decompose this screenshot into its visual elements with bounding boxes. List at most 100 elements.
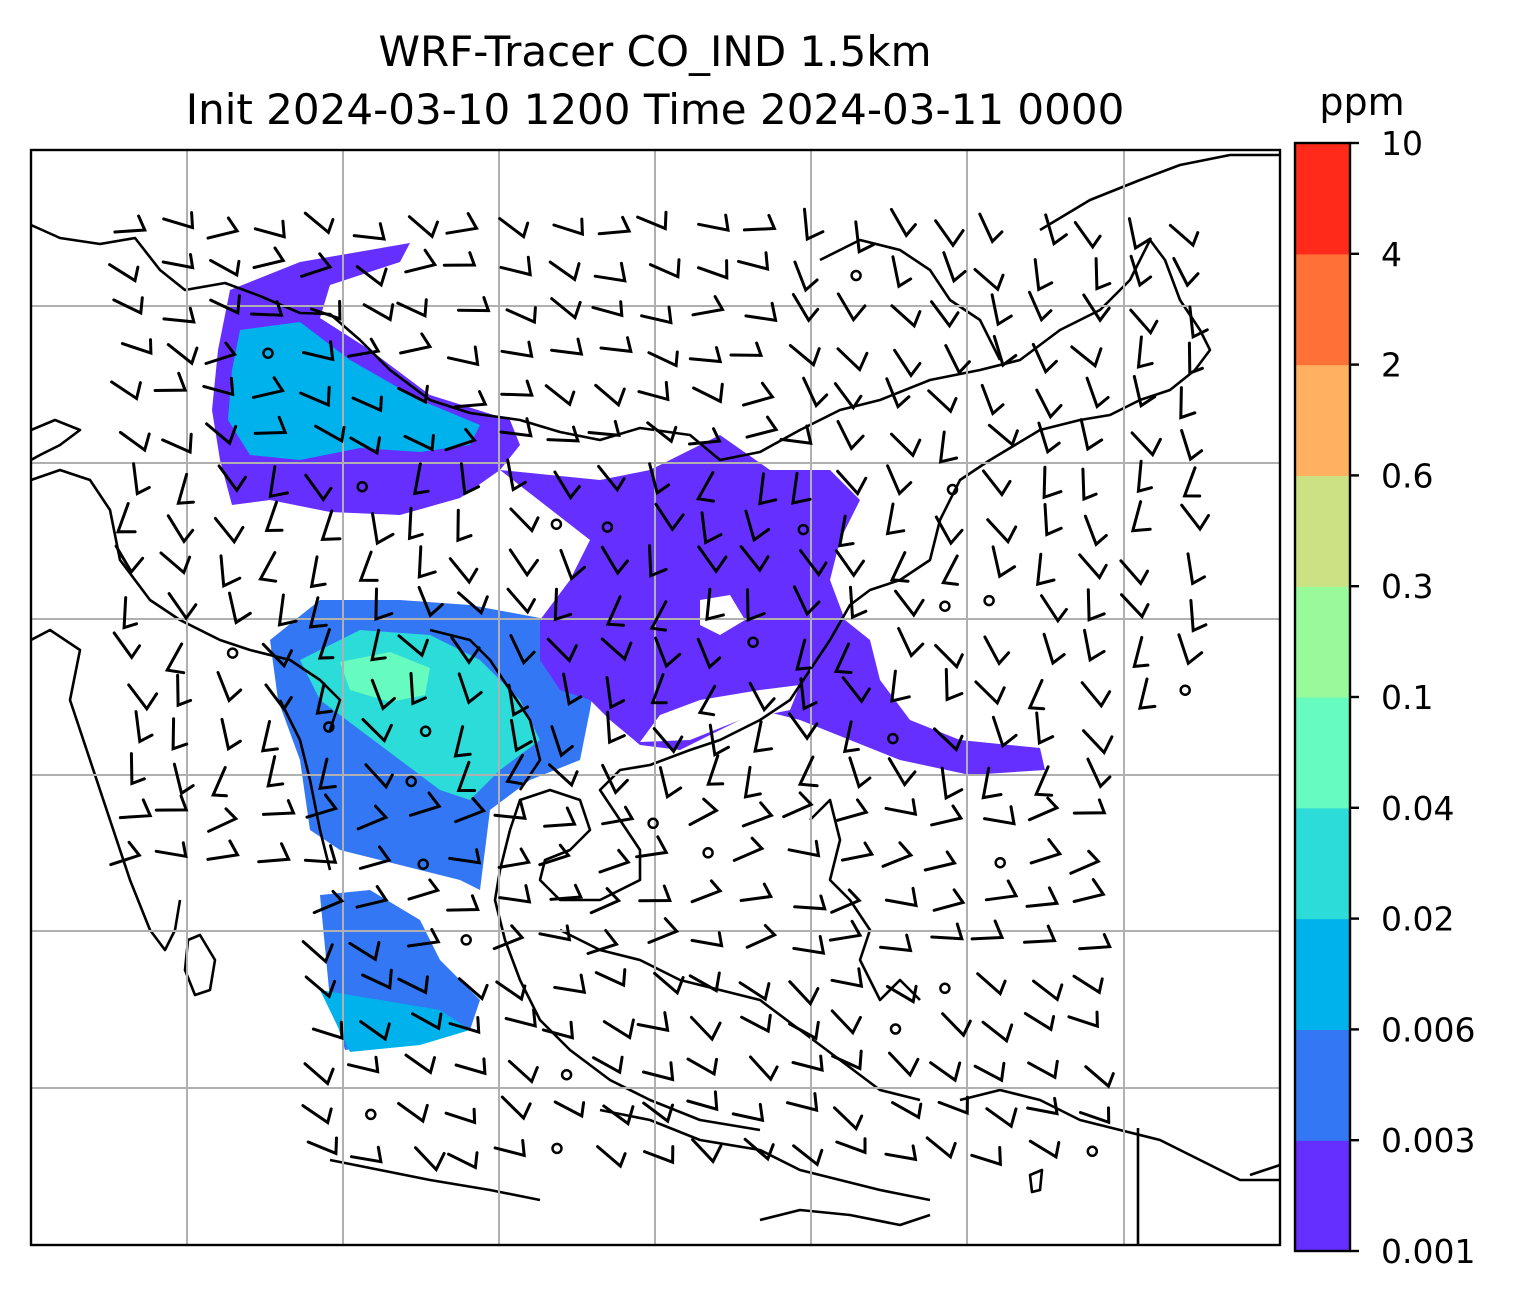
wind-barb (788, 1020, 820, 1041)
wind-barb (833, 1106, 864, 1132)
wind-barb (506, 458, 527, 492)
wind-barb (1084, 1065, 1115, 1089)
wind-barb (983, 805, 1016, 826)
wind-barb (840, 841, 875, 862)
wind-barb (1079, 418, 1104, 452)
wind-barb (110, 380, 142, 401)
wind-barb (601, 763, 629, 795)
wind-barb (120, 338, 153, 356)
wind-barb (154, 841, 188, 859)
wind-barb (1119, 559, 1149, 586)
wind-barb (552, 217, 584, 237)
wind-barb (1132, 635, 1150, 669)
wind-barb (205, 422, 238, 446)
wind-barb (782, 791, 814, 819)
wind-barb (543, 806, 577, 828)
wind-barb (744, 509, 770, 543)
wind-barb (981, 1020, 1014, 1044)
wind-barb (592, 1055, 624, 1075)
wind-barb (987, 423, 1019, 448)
wind-barb (1023, 1012, 1056, 1032)
wind-barb (209, 258, 241, 278)
colorbar-segment-8 (1295, 253, 1350, 366)
calm-wind-marker (889, 1023, 902, 1035)
wind-barb (504, 1008, 537, 1028)
wind-barb (587, 419, 621, 437)
calm-wind-marker (417, 858, 429, 870)
wind-barb (934, 219, 965, 248)
wind-barb (1130, 500, 1152, 533)
calm-wind-marker (1086, 1145, 1099, 1158)
wind-barb (930, 804, 964, 827)
wind-barb (396, 298, 428, 318)
wind-barb (498, 884, 532, 904)
wind-barb (506, 587, 536, 615)
wind-barb (407, 506, 424, 541)
wind-barb (1040, 594, 1068, 624)
wind-barb (553, 973, 587, 995)
wind-barb (742, 213, 777, 232)
wind-barb (697, 684, 717, 717)
wind-barb (792, 935, 826, 955)
wind-barb (220, 717, 242, 752)
wind-barb (301, 940, 334, 965)
wind-barb (250, 300, 284, 317)
wind-barb (841, 676, 871, 704)
wind-barb (311, 1020, 344, 1041)
wind-barb (605, 595, 625, 627)
wind-barb (737, 251, 770, 271)
wind-barb (1127, 217, 1152, 251)
wind-barb (228, 591, 252, 625)
wind-barb (648, 258, 681, 279)
wind-barb (210, 766, 228, 798)
wind-barb (991, 715, 1018, 749)
wind-barb (444, 427, 477, 452)
wind-barb (888, 1051, 920, 1078)
wind-barb (358, 845, 392, 870)
wind-barb (403, 434, 435, 452)
wind-barb (654, 636, 682, 669)
wind-barb (407, 878, 441, 901)
colorbar-tick-label: 0.001 (1381, 1232, 1475, 1271)
wind-barb (697, 545, 728, 574)
wind-barb (444, 1107, 477, 1125)
wind-barb (1189, 599, 1208, 633)
wind-barb (830, 888, 862, 914)
wind-barb (448, 848, 482, 865)
wind-barb (706, 754, 725, 786)
wind-barb (202, 376, 235, 397)
wind-barb (930, 922, 964, 941)
wind-barb (509, 634, 536, 666)
wind-barb (505, 306, 537, 325)
wind-barb (654, 502, 685, 532)
wind-barb (1094, 257, 1112, 291)
wind-barb (507, 1059, 539, 1085)
wind-barbs (108, 207, 1210, 1173)
wind-barb (848, 756, 872, 790)
wind-barb (550, 297, 582, 321)
wind-barb (881, 841, 914, 868)
wind-barb (942, 251, 967, 284)
wind-barb (171, 717, 189, 751)
wind-barb (891, 1101, 923, 1120)
wind-barb (983, 635, 1011, 667)
wind-barb (650, 673, 668, 705)
wind-barb (986, 518, 1018, 545)
wind-barb (500, 1095, 532, 1121)
wind-barb (648, 462, 671, 496)
wind-barb (219, 554, 242, 589)
wind-barb (638, 884, 672, 903)
wind-barb (934, 643, 964, 670)
wind-barb (309, 555, 327, 589)
wind-barb (885, 502, 906, 536)
wind-barb (206, 839, 240, 861)
wind-barb (409, 672, 427, 706)
wind-barb (700, 511, 723, 545)
wind-barb (277, 593, 298, 627)
wind-barb (1032, 979, 1064, 1002)
wind-barb (161, 432, 193, 455)
wind-barb (837, 514, 855, 548)
wind-barb (317, 628, 335, 660)
wind-barb (742, 381, 775, 407)
wind-barb (831, 1049, 863, 1071)
